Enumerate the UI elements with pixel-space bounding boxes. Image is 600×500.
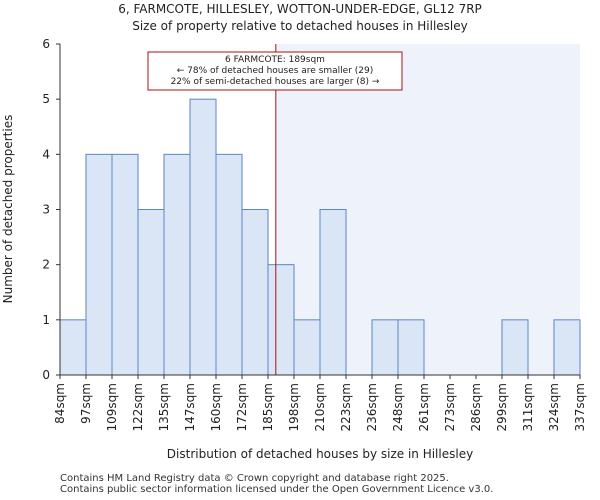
- histogram-bar: [59, 319, 87, 376]
- histogram-bar: [553, 319, 581, 376]
- y-tick-label: 5: [42, 92, 50, 106]
- x-tick-label: 198sqm: [287, 383, 301, 431]
- chart-title: 6, FARMCOTE, HILLESLEY, WOTTON-UNDER-EDG…: [118, 2, 482, 16]
- y-tick-label: 3: [42, 203, 50, 217]
- footer-line-2: Contains public sector information licen…: [60, 484, 494, 495]
- histogram-bar: [137, 209, 165, 376]
- x-tick-label: 109sqm: [105, 383, 119, 431]
- x-tick-label: 324sqm: [547, 383, 561, 431]
- x-tick-label: 84sqm: [53, 383, 67, 424]
- histogram-bar: [371, 319, 399, 376]
- x-axis-title: Distribution of detached houses by size …: [167, 447, 473, 461]
- x-tick-label: 236sqm: [365, 383, 379, 431]
- x-tick-label: 147sqm: [183, 383, 197, 431]
- histogram-bar: [241, 209, 269, 376]
- histogram-bar: [189, 98, 217, 376]
- histogram-bar: [215, 153, 243, 376]
- y-tick-label: 6: [42, 37, 50, 51]
- annotation-line-1: 6 FARMCOTE: 189sqm: [225, 55, 325, 65]
- histogram-bar: [501, 319, 529, 376]
- annotation-line-2: ← 78% of detached houses are smaller (29…: [177, 66, 374, 76]
- x-tick-label: 97sqm: [79, 383, 93, 424]
- x-tick-label: 286sqm: [469, 383, 483, 431]
- footer-line-1: Contains HM Land Registry data © Crown c…: [60, 473, 449, 484]
- histogram-bar: [111, 153, 139, 376]
- x-tick-label: 210sqm: [313, 383, 327, 431]
- x-tick-label: 337sqm: [573, 383, 587, 431]
- histogram-bar: [319, 209, 347, 376]
- chart-subtitle: Size of property relative to detached ho…: [132, 19, 468, 33]
- x-tick-label: 248sqm: [391, 383, 405, 431]
- x-tick-label: 160sqm: [209, 383, 223, 431]
- histogram-bar: [293, 319, 321, 376]
- x-tick-label: 185sqm: [261, 383, 275, 431]
- x-tick-label: 299sqm: [495, 383, 509, 431]
- y-tick-label: 4: [42, 147, 50, 161]
- annotation-line-3: 22% of semi-detached houses are larger (…: [171, 77, 380, 87]
- y-axis-title: Number of detached properties: [1, 115, 15, 304]
- y-tick-label: 1: [42, 313, 50, 327]
- x-tick-label: 273sqm: [443, 383, 457, 431]
- histogram-bar: [85, 153, 113, 376]
- annotation-box: 6 FARMCOTE: 189sqm ← 78% of detached hou…: [147, 51, 403, 91]
- x-tick-label: 122sqm: [131, 383, 145, 431]
- annotation-box-frame: [147, 51, 403, 91]
- y-tick-label: 0: [42, 368, 50, 382]
- histogram-bar: [267, 264, 295, 376]
- x-tick-label: 135sqm: [157, 383, 171, 431]
- histogram-bar: [397, 319, 425, 376]
- x-tick-label: 261sqm: [417, 383, 431, 431]
- x-tick-label: 311sqm: [521, 383, 535, 431]
- y-tick-label: 2: [42, 258, 50, 272]
- x-tick-label: 223sqm: [339, 383, 353, 431]
- histogram-bar: [163, 153, 191, 376]
- x-tick-label: 172sqm: [235, 383, 249, 431]
